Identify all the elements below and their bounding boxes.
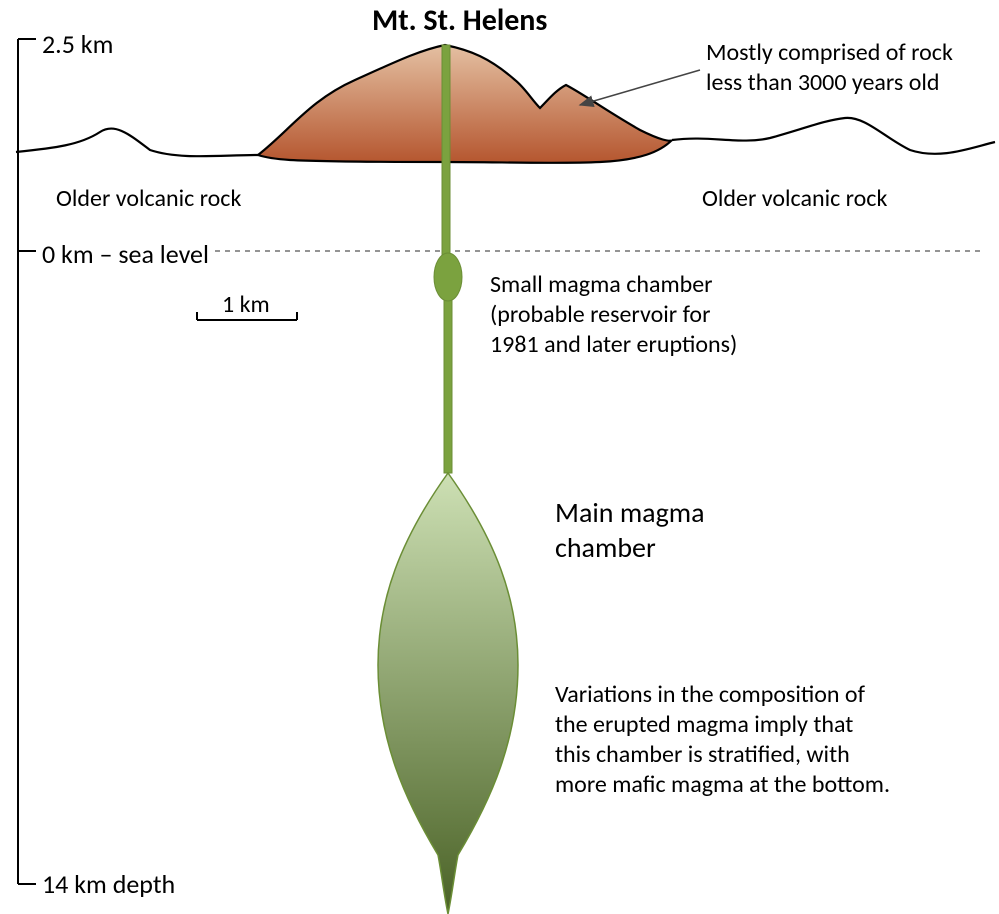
vaxis-bottom-label: 14 km depth [42, 868, 175, 900]
main-magma-chamber [378, 473, 518, 914]
young-rock-text: Mostly comprised of rock less than 3000 … [706, 38, 953, 98]
young-rock-l1: Mostly comprised of rock [706, 38, 953, 67]
vertical-axis [18, 39, 36, 884]
vaxis-top-label: 2.5 km [42, 28, 113, 60]
small-ch-l2: (probable reservoir for [490, 300, 710, 329]
composition-text: Variations in the composition of the eru… [555, 680, 890, 800]
comp-l1: Variations in the composition of [555, 680, 865, 709]
main-ch-l1: Main magma [555, 495, 705, 530]
vaxis-sea-label: 0 km – sea level [42, 238, 209, 270]
scalebar-label: 1 km [222, 290, 270, 319]
comp-l4: more mafic magma at the bottom. [555, 770, 890, 799]
terrain-left [16, 128, 258, 156]
volcano-cone [258, 45, 672, 163]
comp-l2: the erupted magma imply that [555, 710, 853, 739]
main-chamber-text: Main magma chamber [555, 495, 705, 565]
young-rock-l2: less than 3000 years old [706, 68, 939, 97]
terrain-right [672, 118, 995, 154]
comp-l3: this chamber is stratified, with [555, 740, 850, 769]
small-magma-chamber [434, 253, 462, 301]
small-ch-l3: 1981 and later eruptions) [490, 330, 737, 359]
diagram-title: Mt. St. Helens [372, 2, 547, 39]
older-rock-right: Older volcanic rock [702, 184, 887, 214]
older-rock-left: Older volcanic rock [56, 184, 241, 214]
young-rock-pointer [580, 70, 700, 105]
small-chamber-text: Small magma chamber (probable reservoir … [490, 270, 737, 360]
main-ch-l2: chamber [555, 530, 656, 565]
small-ch-l1: Small magma chamber [490, 270, 713, 299]
